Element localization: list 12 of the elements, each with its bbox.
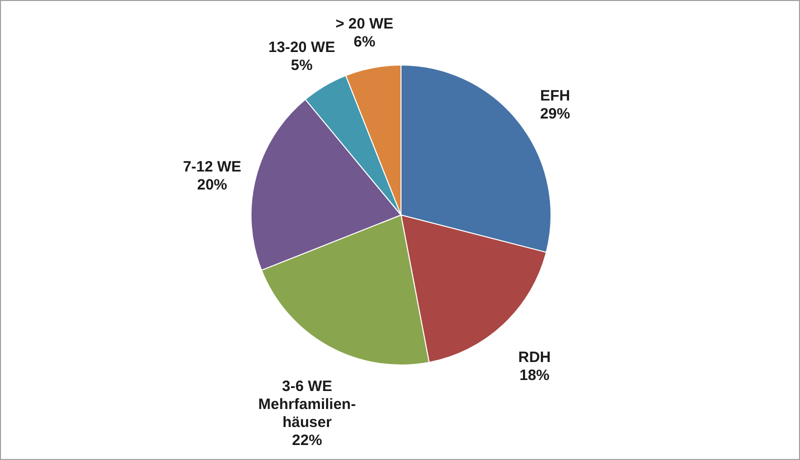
slice-label: EFH: [540, 87, 570, 104]
data-label: 6%: [354, 33, 376, 50]
slice-label: > 20 WE: [335, 15, 394, 32]
slice-label: RDH: [518, 349, 551, 366]
slice-label: 3-6 WE Mehrfamilien- häuser: [258, 378, 356, 431]
slice-label: 7-12 WE: [182, 158, 242, 176]
data-label: 5%: [290, 57, 313, 74]
data-label: 22%: [292, 432, 322, 449]
data-label: 29%: [540, 105, 570, 122]
data-label: 18%: [519, 367, 550, 384]
data-label: 20%: [197, 176, 228, 194]
slice-label: 13-20 WE: [268, 39, 336, 56]
